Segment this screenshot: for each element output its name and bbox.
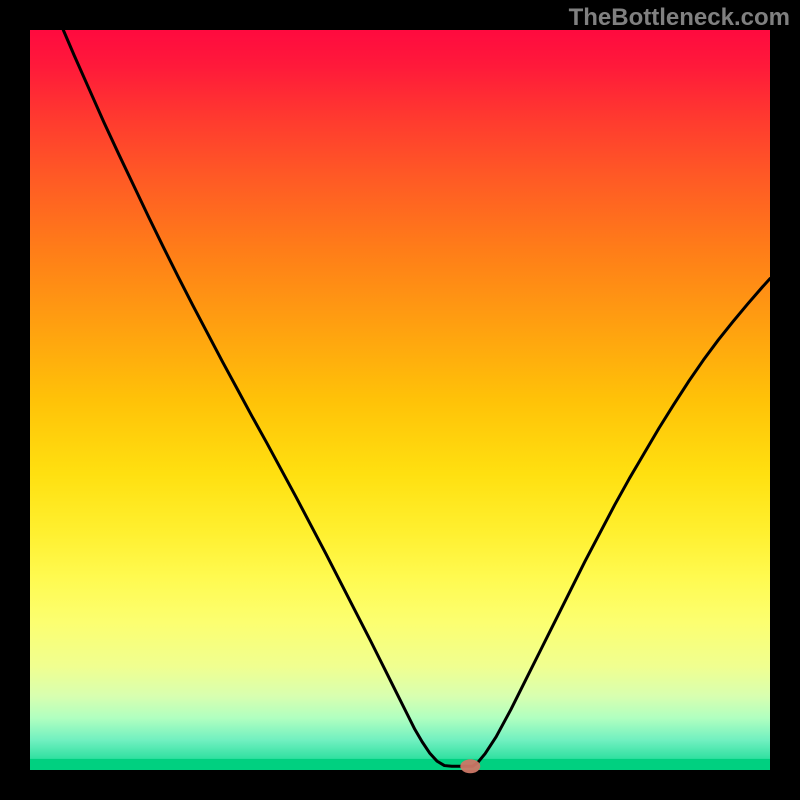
chart-svg [0, 0, 800, 800]
bottleneck-chart: TheBottleneck.com [0, 0, 800, 800]
optimal-marker [460, 759, 480, 773]
watermark-text: TheBottleneck.com [569, 4, 790, 32]
green-band [30, 759, 770, 770]
gradient-plot-area [30, 30, 770, 770]
